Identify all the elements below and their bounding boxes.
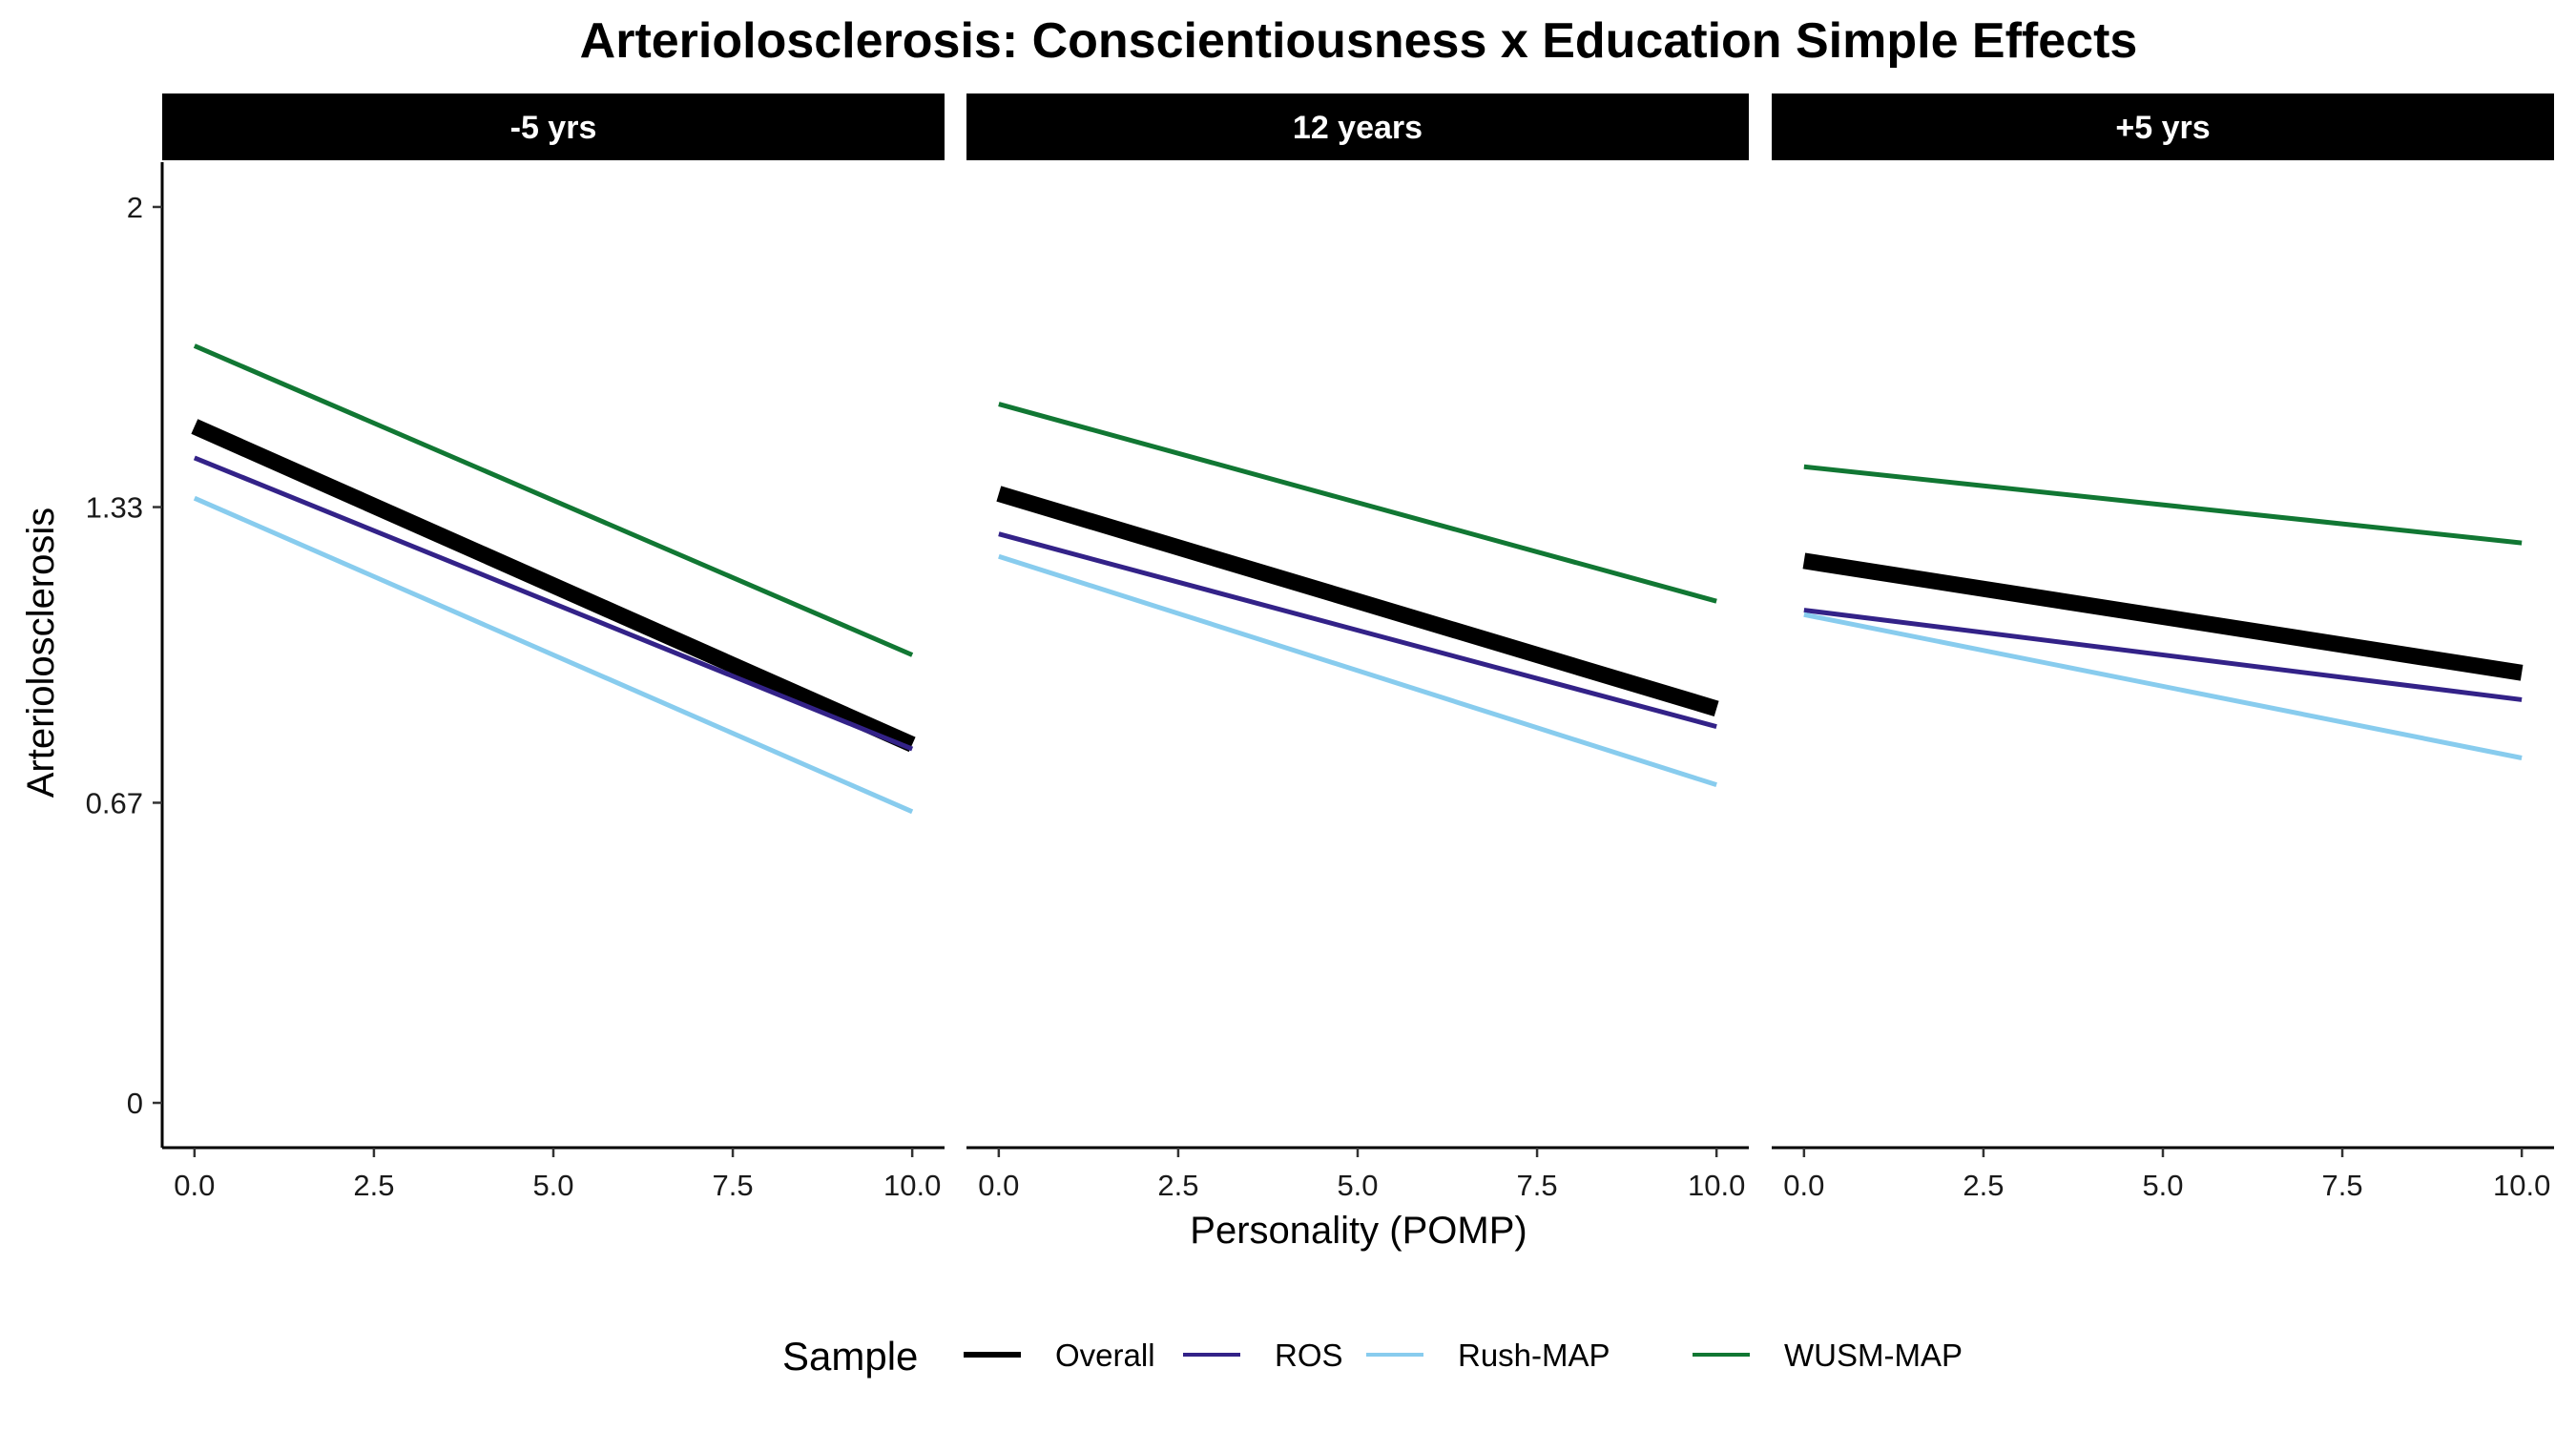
series-line-ros: [998, 531, 1717, 730]
series-line-ros: [1803, 608, 2523, 702]
y-tick-label: 2: [127, 191, 143, 224]
x-tick-label: 5.0: [2142, 1169, 2183, 1202]
x-axis-title: Personality (POMP): [1190, 1210, 1527, 1252]
series-line-wusm-map: [193, 343, 914, 657]
facet-strip-label: 12 years: [1293, 110, 1423, 146]
series-line-overall: [191, 419, 916, 753]
x-tick-label: 0.0: [1783, 1169, 1824, 1202]
facet-strip: [966, 93, 1749, 160]
x-tick-label: 7.5: [2322, 1169, 2363, 1202]
legend-entry-ros: ROS: [1183, 1338, 1343, 1373]
legend-entry-overall: Overall: [964, 1338, 1155, 1373]
facet-strip: [162, 93, 945, 160]
y-tick-label: 1.33: [86, 491, 143, 525]
series-line-rush-map: [193, 495, 914, 815]
x-tick-label: 2.5: [1157, 1169, 1198, 1202]
y-axis-title: Arteriolosclerosis: [20, 508, 62, 798]
facet-strip-label: -5 yrs: [510, 110, 597, 146]
legend-label: ROS: [1275, 1338, 1343, 1373]
legend-label: WUSM-MAP: [1784, 1338, 1963, 1373]
legend-label: Rush-MAP: [1458, 1338, 1610, 1373]
legend-label: Overall: [1055, 1338, 1155, 1373]
x-tick-label: 10.0: [2493, 1169, 2550, 1202]
x-tick-label: 2.5: [353, 1169, 394, 1202]
facet-strip-label: +5 yrs: [2115, 110, 2210, 146]
x-tick-label: 7.5: [713, 1169, 754, 1202]
series-line-rush-map: [1803, 612, 2523, 760]
panel-12-years: 12 years 0.0 2.5 5.0 7.5 10.0: [966, 93, 1749, 1202]
panel-5-yrs: -5 yrs 0.0 2.5 5.0 7.5 10.0 0 0.67 1.33 2: [86, 93, 945, 1202]
facet-panels: -5 yrs 0.0 2.5 5.0 7.5 10.0 0 0.67 1.33 2 12 years…: [86, 93, 2554, 1202]
series-line-wusm-map: [1803, 464, 2523, 546]
legend-entries: Overall ROS Rush-MAP WUSM-MAP: [964, 1338, 1963, 1373]
facet-strip: [1772, 93, 2554, 160]
legend-entry-rush-map: Rush-MAP: [1366, 1338, 1610, 1373]
series-line-overall: [996, 486, 1719, 716]
x-tick-label: 10.0: [883, 1169, 941, 1202]
x-tick-label: 0.0: [978, 1169, 1019, 1202]
x-tick-label: 7.5: [1517, 1169, 1558, 1202]
x-tick-label: 10.0: [1688, 1169, 1745, 1202]
x-tick-label: 5.0: [1337, 1169, 1378, 1202]
series-line-ros: [193, 455, 914, 752]
x-tick-label: 0.0: [174, 1169, 215, 1202]
legend-title: Sample: [782, 1334, 918, 1379]
y-tick-label: 0: [127, 1087, 143, 1120]
panel-5-yrs: +5 yrs 0.0 2.5 5.0 7.5 10.0: [1772, 93, 2554, 1202]
series-line-overall: [1802, 552, 2524, 681]
chart-title: Arteriolosclerosis: Conscientiousness x …: [580, 13, 2138, 69]
y-tick-label: 0.67: [86, 786, 143, 819]
x-tick-label: 2.5: [1963, 1169, 2004, 1202]
series-line-wusm-map: [998, 402, 1717, 604]
x-tick-label: 5.0: [532, 1169, 573, 1202]
legend-entry-wusm-map: WUSM-MAP: [1693, 1338, 1963, 1373]
legend: Sample Overall ROS Rush-MAP WUSM-MAP: [782, 1334, 1963, 1379]
series-line-rush-map: [998, 553, 1717, 788]
